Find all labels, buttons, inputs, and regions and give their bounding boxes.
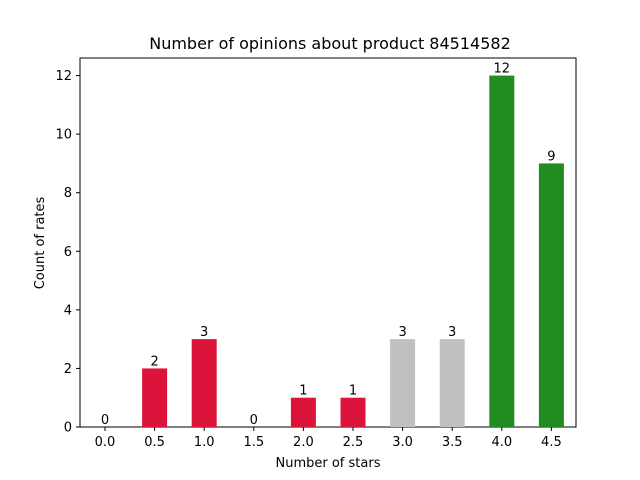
x-tick-label: 4.0 (491, 435, 512, 450)
bar-0.5 (142, 368, 168, 427)
bar-3.5 (439, 339, 465, 427)
bar-value-label: 3 (200, 325, 208, 340)
bar-value-label: 3 (448, 325, 456, 340)
bars-group (142, 75, 564, 427)
y-axis-ticks: 0 2 4 6 8 10 12 (55, 69, 80, 436)
x-tick-label: 0.0 (95, 435, 116, 450)
bar-value-label: 2 (150, 354, 158, 369)
x-tick-label: 1.0 (194, 435, 215, 450)
bar-3.0 (390, 339, 416, 427)
y-tick-label: 6 (64, 245, 72, 260)
chart-title: Number of opinions about product 8451458… (149, 34, 511, 53)
y-axis-title: Count of rates (33, 196, 48, 289)
bar-1.0 (191, 339, 217, 427)
x-tick-label: 0.5 (144, 435, 165, 450)
y-tick-label: 12 (55, 69, 72, 84)
bar-value-label: 9 (547, 149, 555, 164)
x-axis-ticks: 0.0 0.5 1.0 1.5 2.0 2.5 3.0 3.5 4.0 4.5 (95, 427, 562, 450)
bar-value-label: 12 (494, 62, 511, 77)
y-tick-label: 4 (64, 303, 72, 318)
bar-value-label: 1 (299, 384, 307, 399)
bar-value-label: 0 (101, 413, 109, 428)
bar-2.5 (340, 397, 366, 427)
x-axis-title: Number of stars (276, 456, 381, 471)
x-tick-label: 3.5 (442, 435, 463, 450)
x-tick-label: 3.0 (392, 435, 413, 450)
x-tick-label: 1.5 (243, 435, 264, 450)
x-tick-label: 2.5 (343, 435, 364, 450)
plot-area-frame (79, 57, 577, 428)
bar-labels-group: 0 2 3 0 1 1 3 3 12 9 (101, 62, 556, 428)
y-tick-label: 8 (64, 186, 72, 201)
y-tick-label: 2 (64, 362, 72, 377)
bar-value-label: 1 (349, 384, 357, 399)
x-tick-label: 2.0 (293, 435, 314, 450)
x-tick-label: 4.5 (541, 435, 562, 450)
bar-2.0 (290, 397, 316, 427)
bar-4.0 (489, 75, 515, 427)
bar-4.5 (538, 163, 564, 427)
y-tick-label: 10 (55, 128, 72, 143)
bar-value-label: 0 (250, 413, 258, 428)
bar-value-label: 3 (398, 325, 406, 340)
y-tick-label: 0 (64, 421, 72, 436)
